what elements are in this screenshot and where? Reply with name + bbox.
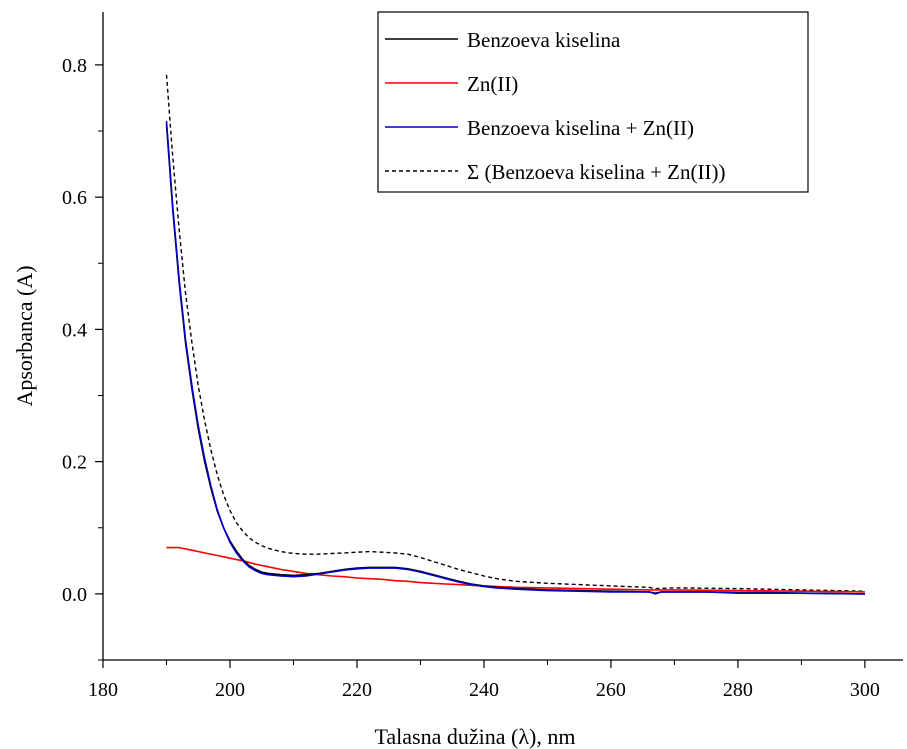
x-tick-label: 300 bbox=[850, 679, 880, 701]
x-tick-label: 200 bbox=[215, 679, 245, 701]
y-tick-label: 0.6 bbox=[62, 187, 87, 209]
y-axis-title: Apsorbanca (A) bbox=[12, 265, 37, 406]
x-tick-label: 240 bbox=[469, 679, 499, 701]
y-tick-label: 0.0 bbox=[62, 584, 87, 606]
x-tick-label: 260 bbox=[596, 679, 626, 701]
y-axis: 0.0 0.2 0.4 0.6 0.8 bbox=[62, 55, 103, 661]
legend-label: Benzoeva kiselina + Zn(II) bbox=[467, 116, 694, 140]
x-tick-label: 280 bbox=[723, 679, 753, 701]
legend-label: Zn(II) bbox=[467, 72, 518, 96]
x-tick-label: 220 bbox=[342, 679, 372, 701]
legend-label: Benzoeva kiselina bbox=[467, 28, 621, 52]
legend-label: Σ (Benzoeva kiselina + Zn(II)) bbox=[467, 160, 725, 184]
series-line-benzoeva-kiselina bbox=[165, 124, 865, 595]
x-axis: 180 200 220 240 260 280 300 bbox=[88, 660, 880, 701]
x-axis-title: Talasna dužina (λ), nm bbox=[375, 724, 576, 749]
series-line-benzoeva-kiselina-zn-ii bbox=[165, 74, 865, 592]
series-line-benzoeva-kiselina-zn-ii bbox=[165, 121, 865, 595]
y-tick-label: 0.2 bbox=[62, 452, 87, 474]
series-layer bbox=[165, 74, 865, 595]
y-tick-label: 0.8 bbox=[62, 55, 87, 77]
legend: Benzoeva kiselina Zn(II) Benzoeva kiselina… bbox=[377, 11, 809, 193]
legend-box bbox=[377, 11, 809, 193]
y-tick-label: 0.4 bbox=[62, 319, 87, 341]
series-line-zn-ii bbox=[166, 546, 865, 593]
plot-area bbox=[102, 12, 903, 661]
x-tick-label: 180 bbox=[88, 679, 118, 701]
